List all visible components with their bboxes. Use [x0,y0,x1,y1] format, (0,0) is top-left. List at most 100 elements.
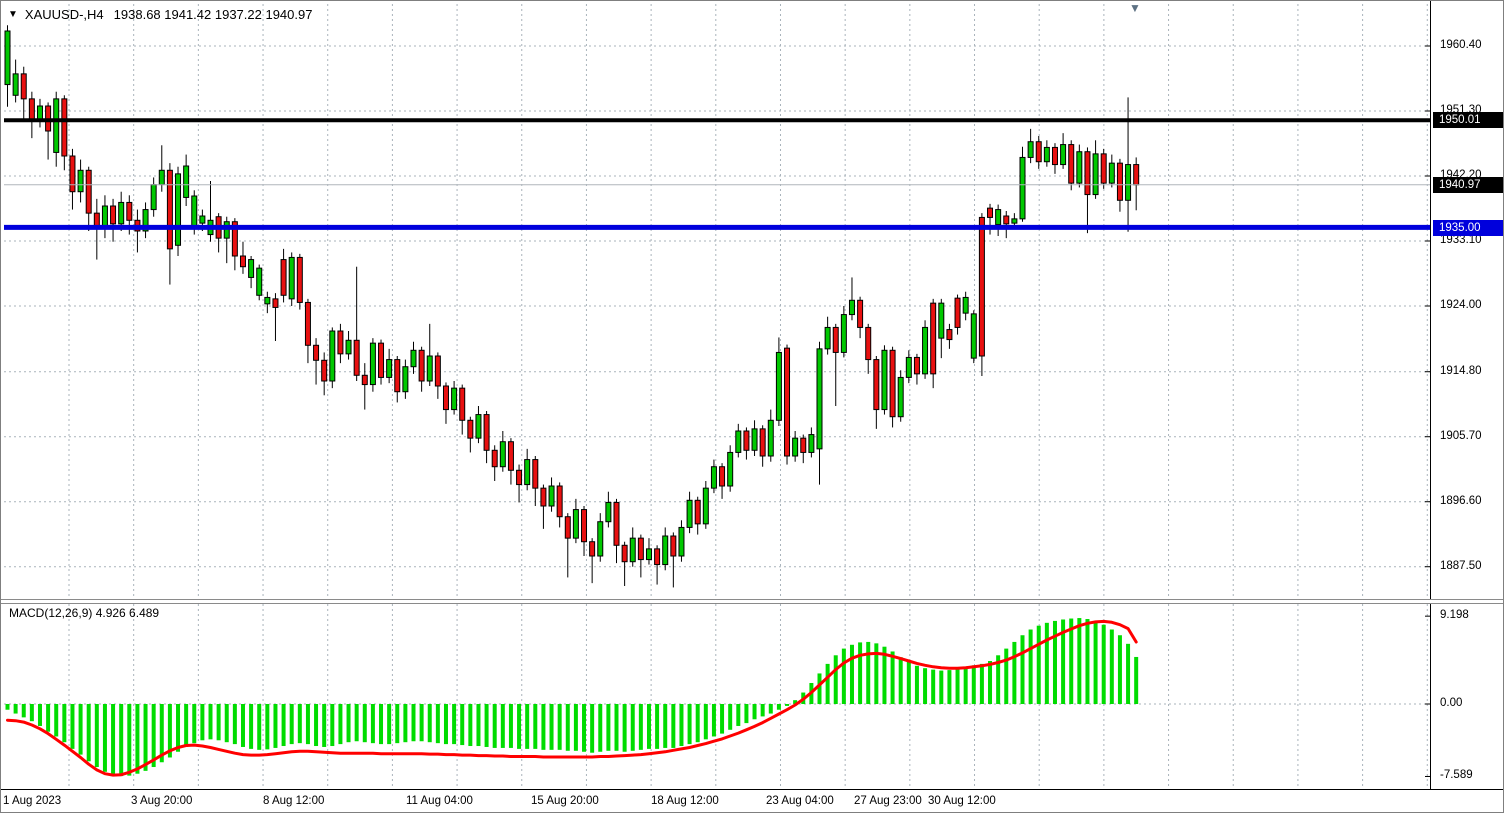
candle-body [987,207,994,218]
candle-body [857,299,864,328]
macd-histogram-bar [874,643,879,704]
macd-histogram-bar [557,704,562,750]
macd-histogram-bar [492,704,497,748]
macd-histogram-bar [403,704,408,743]
macd-histogram-bar [54,704,59,737]
macd-histogram-bar [289,704,294,745]
macd-histogram-bar [1117,635,1122,704]
macd-histogram-bar [996,655,1001,704]
symbol-dropdown-icon[interactable]: ▼ [8,8,18,20]
macd-histogram-bar [435,704,440,744]
macd-histogram-bar [606,704,611,751]
candle-body [77,169,84,193]
candle-body [361,374,368,386]
candle-body [865,326,872,361]
candle-body [759,428,766,457]
candle-body [410,349,417,368]
macd-histogram-bar [655,704,660,749]
macd-histogram-bar [1028,629,1033,704]
macd-histogram-bar [939,670,944,704]
macd-histogram-bar [281,704,286,747]
macd-histogram-bar [736,704,741,726]
macd-histogram-bar [240,704,245,747]
time-tick-label: 3 Aug 20:00 [131,795,193,807]
macd-histogram-bar [979,663,984,704]
pane-separator[interactable] [1,599,1503,604]
candle-body [694,499,701,525]
candle-body [378,342,385,378]
candle-body [564,516,571,539]
candle-body [1084,151,1091,196]
macd-histogram-bar [37,704,42,726]
macd-histogram-bar [476,704,481,747]
candle-body [491,449,498,468]
macd-histogram-bar [257,704,262,750]
candle-body [1092,153,1099,196]
macd-histogram-bar [151,704,156,768]
macd-histogram-bar [1036,625,1041,704]
candle-body [735,430,742,453]
macd-histogram-bar [1020,635,1025,704]
candle-body [1035,141,1042,163]
macd-histogram-bar [825,663,830,704]
candle-body [970,313,977,359]
candle-body [938,302,945,339]
macd-histogram-bar [70,704,75,749]
candle-body [597,521,604,557]
candle-body [85,169,92,214]
candle-body [142,209,149,232]
macd-histogram-bar [638,704,643,750]
macd-histogram-bar [379,704,384,745]
macd-histogram-bar [971,665,976,704]
candle-body [150,184,157,211]
macd-histogram-bar [590,704,595,753]
macd-histogram-bar [411,704,416,742]
candle-body [280,259,287,296]
candle-body [629,537,636,563]
macd-histogram-bar [1052,620,1057,704]
time-axis-separator [1,789,1503,790]
price-tick-label: 1887.50 [1440,559,1482,572]
macd-histogram-bar [833,655,838,704]
macd-tick-label: 0.00 [1440,697,1463,709]
macd-histogram-bar [573,704,578,751]
macd-histogram-bar [720,704,725,734]
candle-body [223,221,230,239]
candle-body [499,441,506,468]
candle-body [1060,144,1067,166]
macd-histogram-bar [167,704,172,758]
price-axis[interactable]: 1950.01 1940.97 1935.00 1960.40 1951.30 19… [1430,1,1503,789]
candle-body [394,359,401,393]
macd-histogram-bar [630,704,635,751]
macd-histogram-bar [1069,618,1074,704]
macd-histogram-bar [184,704,189,747]
macd-histogram-bar [354,704,359,742]
candle-body [532,459,539,489]
time-axis[interactable]: 1 Aug 2023 3 Aug 20:00 8 Aug 12:00 11 Aug 0… [1,790,1430,812]
candle-body [946,329,953,341]
macd-histogram-bar [46,704,51,732]
macd-histogram-bar [849,644,854,704]
candle-body [581,509,588,543]
candle-body [353,339,360,376]
macd-histogram-bar [1077,618,1082,704]
candle-body [613,501,620,546]
candle-body [369,342,376,386]
candle-body [158,169,165,186]
macd-histogram-bar [955,668,960,704]
macd-histogram-bar [200,704,205,741]
candle-body [199,215,206,224]
macd-histogram-bar [460,704,465,746]
macd-histogram-bar [914,665,919,704]
candle-body [386,359,393,378]
candle-body [808,434,815,453]
macd-histogram-bar [159,704,164,763]
macd-histogram-bar [793,700,798,704]
scroll-to-end-icon[interactable]: ▼ [1129,1,1141,15]
macd-histogram-bar [549,704,554,750]
candle-body [288,256,295,300]
macd-histogram-bar [533,704,538,749]
